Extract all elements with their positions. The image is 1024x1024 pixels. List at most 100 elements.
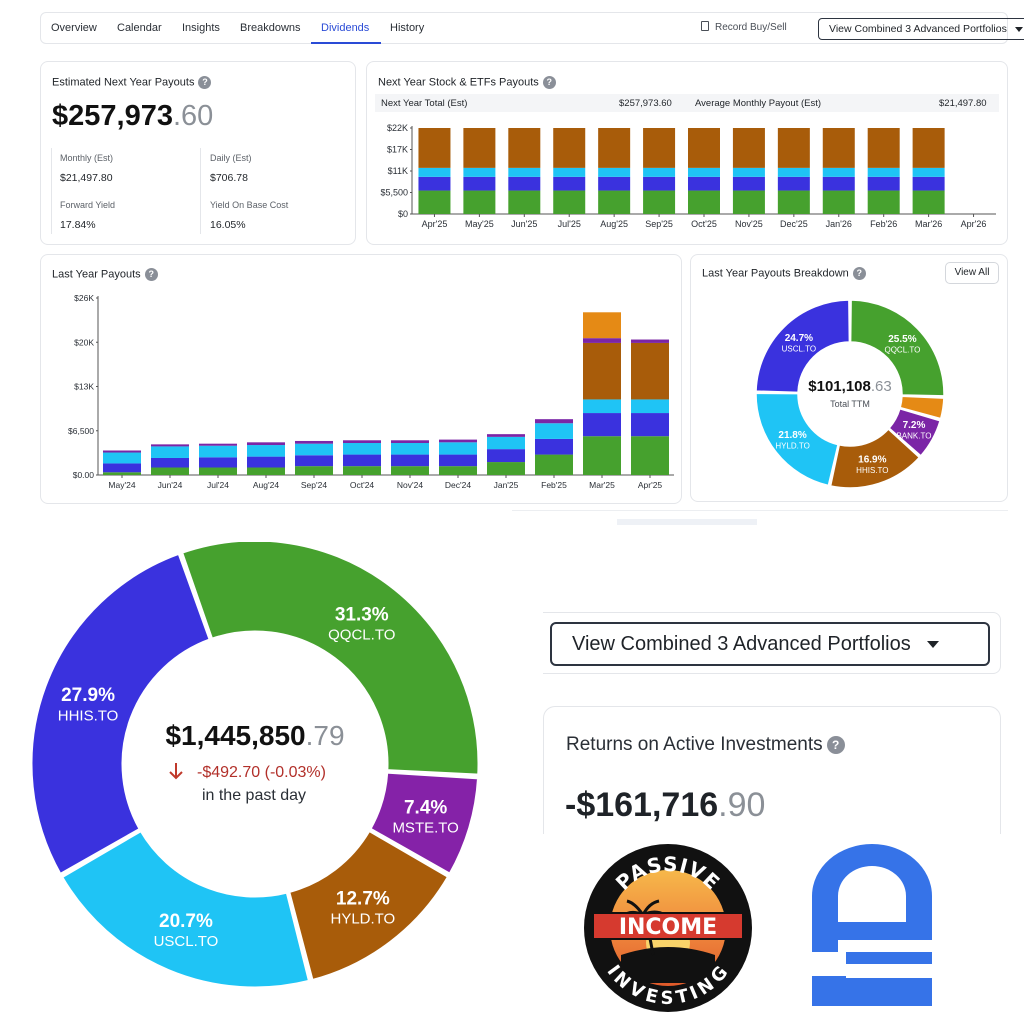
help-icon[interactable] <box>826 735 845 754</box>
bar-segment[interactable] <box>103 452 141 464</box>
bar-segment[interactable] <box>631 339 669 343</box>
bar-segment[interactable] <box>199 443 237 446</box>
bar-segment[interactable] <box>777 167 810 177</box>
bar-segment[interactable] <box>583 312 621 339</box>
bar-segment[interactable] <box>463 167 496 177</box>
bar-segment[interactable] <box>912 176 945 191</box>
bar-segment[interactable] <box>463 176 496 191</box>
bar-segment[interactable] <box>535 454 573 475</box>
bar-segment[interactable] <box>688 167 720 177</box>
bar-segment[interactable] <box>912 128 945 168</box>
bar-segment[interactable] <box>508 167 541 177</box>
bar-segment[interactable] <box>343 440 381 444</box>
bar-segment[interactable] <box>583 413 621 437</box>
bar-segment[interactable] <box>867 190 900 214</box>
donut-slice[interactable] <box>179 542 481 777</box>
tab-overview[interactable]: Overview <box>51 22 97 34</box>
bar-segment[interactable] <box>553 190 586 214</box>
bar-segment[interactable] <box>688 176 720 191</box>
donut-slice[interactable] <box>849 299 945 397</box>
bar-segment[interactable] <box>643 128 676 168</box>
bar-segment[interactable] <box>295 466 333 475</box>
bar-segment[interactable] <box>391 440 429 444</box>
bar-segment[interactable] <box>487 434 525 437</box>
bar-segment[interactable] <box>295 455 333 467</box>
record-buy-sell-button[interactable]: Record Buy/Sell <box>701 21 787 33</box>
bar-segment[interactable] <box>247 467 285 475</box>
donut-slice[interactable] <box>888 407 942 457</box>
bar-segment[interactable] <box>418 176 451 191</box>
bar-segment[interactable] <box>583 342 621 400</box>
bar-segment[interactable] <box>688 128 720 168</box>
portfolio-select[interactable]: View Combined 3 Advanced Portfolios <box>818 18 1024 40</box>
help-icon[interactable] <box>852 267 866 280</box>
bar-segment[interactable] <box>867 167 900 177</box>
donut-slice[interactable] <box>829 428 921 489</box>
help-icon[interactable] <box>144 268 158 281</box>
bar-segment[interactable] <box>103 472 141 475</box>
bar-segment[interactable] <box>508 176 541 191</box>
bar-segment[interactable] <box>732 167 765 177</box>
bar-segment[interactable] <box>439 466 477 475</box>
bar-segment[interactable] <box>151 446 189 458</box>
bar-segment[interactable] <box>103 463 141 473</box>
bar-segment[interactable] <box>777 176 810 191</box>
bar-segment[interactable] <box>199 467 237 475</box>
bar-segment[interactable] <box>583 436 621 475</box>
bar-segment[interactable] <box>583 399 621 414</box>
donut-slice[interactable] <box>29 551 213 877</box>
bar-segment[interactable] <box>598 190 631 214</box>
bar-segment[interactable] <box>688 190 720 214</box>
bar-segment[interactable] <box>199 445 237 458</box>
bar-segment[interactable] <box>822 176 855 191</box>
bar-segment[interactable] <box>418 128 451 168</box>
bar-segment[interactable] <box>295 443 333 456</box>
tab-breakdowns[interactable]: Breakdowns <box>240 22 301 34</box>
bar-segment[interactable] <box>777 128 810 168</box>
bar-segment[interactable] <box>343 443 381 455</box>
portfolio-select-large[interactable]: View Combined 3 Advanced Portfolios <box>550 622 990 666</box>
bar-segment[interactable] <box>822 167 855 177</box>
bar-segment[interactable] <box>391 454 429 467</box>
bar-segment[interactable] <box>487 462 525 475</box>
bar-segment[interactable] <box>867 176 900 191</box>
tab-dividends[interactable]: Dividends <box>321 22 370 34</box>
view-all-button[interactable]: View All <box>945 262 999 284</box>
bar-segment[interactable] <box>439 439 477 443</box>
bar-segment[interactable] <box>247 456 285 468</box>
bar-segment[interactable] <box>535 438 573 455</box>
bar-segment[interactable] <box>247 445 285 457</box>
donut-slice[interactable] <box>899 395 945 420</box>
bar-segment[interactable] <box>631 436 669 475</box>
bar-segment[interactable] <box>631 342 669 400</box>
bar-segment[interactable] <box>199 457 237 468</box>
help-icon[interactable] <box>198 76 212 89</box>
bar-segment[interactable] <box>463 190 496 214</box>
bar-segment[interactable] <box>508 190 541 214</box>
bar-segment[interactable] <box>151 444 189 447</box>
bar-segment[interactable] <box>487 436 525 450</box>
tab-history[interactable]: History <box>390 22 425 34</box>
bar-segment[interactable] <box>439 442 477 455</box>
bar-segment[interactable] <box>391 466 429 475</box>
bar-segment[interactable] <box>643 190 676 214</box>
bar-segment[interactable] <box>151 467 189 475</box>
bar-segment[interactable] <box>535 419 573 424</box>
bar-segment[interactable] <box>822 128 855 168</box>
bar-segment[interactable] <box>553 176 586 191</box>
bar-segment[interactable] <box>247 442 285 446</box>
bar-segment[interactable] <box>912 167 945 177</box>
bar-segment[interactable] <box>732 128 765 168</box>
bar-segment[interactable] <box>777 190 810 214</box>
bar-segment[interactable] <box>508 128 541 168</box>
donut-slice[interactable] <box>286 828 451 983</box>
bar-segment[interactable] <box>732 190 765 214</box>
donut-slice[interactable] <box>755 299 851 394</box>
help-icon[interactable] <box>542 76 556 89</box>
bar-segment[interactable] <box>912 190 945 214</box>
bar-segment[interactable] <box>418 167 451 177</box>
bar-segment[interactable] <box>295 440 333 444</box>
tab-calendar[interactable]: Calendar <box>117 22 162 34</box>
bar-segment[interactable] <box>583 338 621 343</box>
bar-segment[interactable] <box>598 128 631 168</box>
